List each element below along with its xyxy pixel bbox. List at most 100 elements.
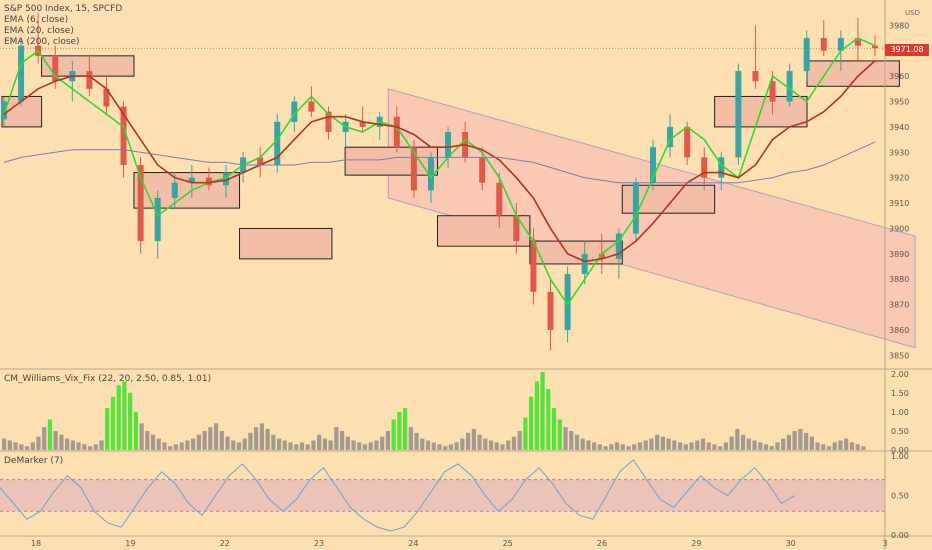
vix-bar [861,446,866,450]
vix-bar [523,417,528,450]
vix-bar [265,429,270,450]
vix-bar [385,430,391,450]
candle-body [564,274,571,330]
price-tick-label: 3920 [889,174,909,183]
candle-body [872,45,878,49]
candle-body [820,38,827,51]
vix-bar [139,423,144,450]
vix-bar [844,438,849,450]
price-tick-label: 3960 [889,72,909,81]
vix-bar [30,442,35,450]
vix-bar [563,427,568,450]
vix-bar [397,411,402,450]
vix-bar [19,444,24,450]
vix-bar [179,442,184,450]
vix-tick-label: 0.50 [891,427,909,436]
price-tick-label: 3890 [889,250,909,259]
candle-body [52,55,59,82]
vix-bar [345,436,350,450]
vix-bar [219,430,224,450]
vix-bar [150,434,156,450]
candle-body [188,177,195,183]
vix-bar [626,446,631,450]
candle-body [120,106,127,165]
vix-bar [185,440,190,450]
vix-bar [529,396,534,450]
vix-bar [357,442,362,450]
vix-bar [580,438,585,450]
vix-bar [53,430,58,450]
candle-body [154,197,161,242]
vix-bar [276,438,282,450]
vix-bar [557,419,562,450]
vix-bar [168,446,173,450]
vix-bar [70,440,75,450]
symbol-label: S&P 500 Index, 15, SPCFD [4,4,123,14]
ema-line [3,37,876,307]
candle-body [530,241,537,292]
ema6-label: EMA (6, close) [4,15,69,25]
annotation-box [344,146,438,176]
vix-bar [105,408,110,450]
vix-bar [173,444,179,450]
day-tick-label: 24 [408,539,418,548]
candle-body [752,71,759,82]
vix-bar [317,434,322,450]
demarker-tick-label: 0.00 [891,531,909,540]
vix-tick-label: 0.00 [891,446,909,455]
vix-bar [351,440,356,450]
vix-bars [2,371,866,450]
day-tick-label: 22 [220,539,230,548]
vix-bar [712,444,717,450]
day-tick-label: 19 [125,539,135,548]
currency-label: USD [905,9,920,17]
day-tick-label: 18 [31,539,41,548]
candle-body [837,38,844,51]
vix-bar [826,446,832,450]
vix-bar [803,432,809,450]
vix-bar [672,440,677,450]
candle-body [513,215,520,242]
vix-bar [821,444,826,450]
vix-bar [76,442,81,450]
vix-bar [466,432,471,450]
candle-body [718,157,725,178]
candle-body [701,157,708,178]
vix-bar [254,427,259,450]
demarker-line-path [0,459,796,532]
candle-body [410,147,417,191]
vix-bar [282,440,287,450]
vix-bar [729,436,734,450]
vix-bar [156,438,161,450]
vix-bar [82,444,87,450]
vix-tick-label: 1.50 [891,389,909,398]
vix-bar [36,436,41,450]
vix-bar [740,434,746,450]
candle-body [137,164,144,242]
vix-bar [500,444,505,450]
candle-body [445,131,452,158]
vix-bar [643,440,648,450]
vix-bar [362,444,368,450]
price-tick-label: 3980 [889,21,909,30]
vix-bar [425,440,431,450]
vix-bar [637,442,643,450]
vix-tick-label: 1.00 [891,408,909,417]
vix-bar [311,440,316,450]
demarker-band [0,479,885,512]
candle-body [257,157,264,165]
candle-body [291,101,298,122]
vix-bar [236,442,242,450]
vix-bar [569,430,574,450]
vix-bar [551,408,557,450]
candle-body [479,157,486,183]
vix-bar [695,440,700,450]
demarker-line [0,459,885,532]
vix-bar [431,442,436,450]
vix-bar [87,446,93,450]
annotation-box [239,227,333,260]
vix-bar [849,442,855,450]
vix-bar [402,408,408,450]
